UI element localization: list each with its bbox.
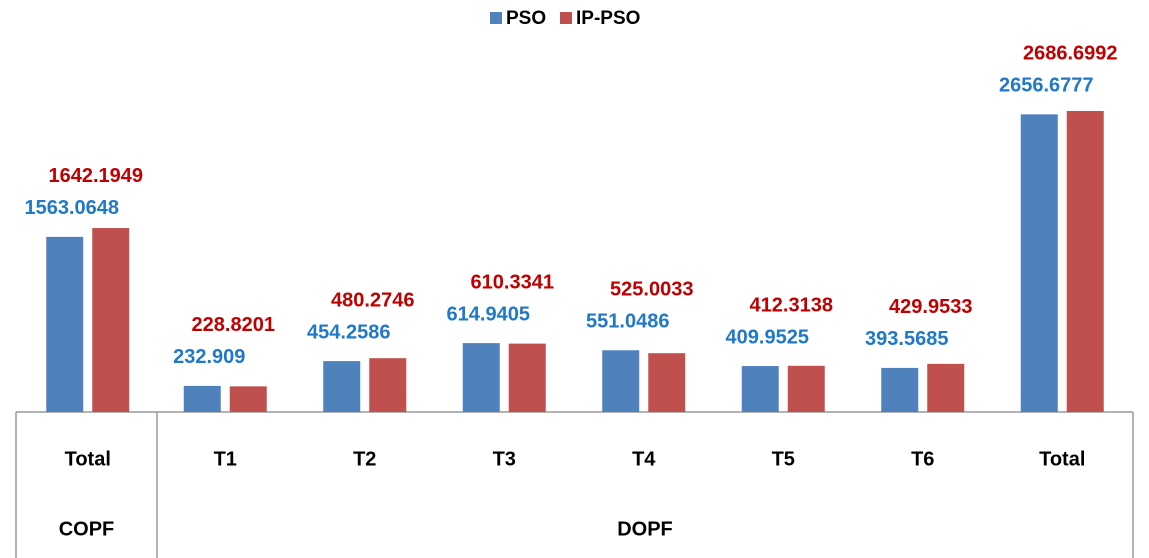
value-label: 412.3138 bbox=[750, 294, 833, 316]
value-label: 480.2746 bbox=[331, 289, 414, 311]
bar bbox=[648, 353, 686, 412]
value-label: 409.9525 bbox=[726, 326, 809, 348]
bar bbox=[462, 343, 500, 412]
bar bbox=[602, 350, 640, 412]
table-frame bbox=[15, 411, 1134, 558]
value-label: 525.0033 bbox=[610, 279, 693, 301]
bar bbox=[92, 228, 130, 412]
group-label: COPF bbox=[59, 518, 115, 540]
bar bbox=[1020, 114, 1058, 413]
bar bbox=[881, 367, 919, 412]
value-label: 610.3341 bbox=[471, 271, 554, 293]
value-label: 614.9405 bbox=[447, 303, 530, 325]
x-tick-label: T4 bbox=[632, 448, 656, 470]
bar bbox=[183, 385, 221, 412]
bar bbox=[741, 366, 779, 412]
value-label: 232.909 bbox=[173, 346, 245, 368]
x-tick-label: T2 bbox=[353, 448, 376, 470]
bar bbox=[46, 236, 84, 412]
bar bbox=[508, 343, 546, 412]
value-label: 551.0486 bbox=[586, 311, 669, 333]
value-label: 2686.6992 bbox=[1023, 43, 1118, 65]
legend-label: IP-PSO bbox=[576, 8, 640, 29]
value-label: 393.5685 bbox=[865, 328, 948, 350]
x-tick-label: T3 bbox=[493, 448, 516, 470]
bar bbox=[323, 361, 361, 412]
x-tick-label: T5 bbox=[772, 448, 795, 470]
bar bbox=[369, 358, 407, 412]
x-tick-label: T1 bbox=[214, 448, 237, 470]
bar bbox=[927, 363, 965, 412]
x-tick-label: Total bbox=[65, 448, 111, 470]
value-label: 2656.6777 bbox=[999, 75, 1094, 97]
value-label: 454.2586 bbox=[307, 321, 390, 343]
legend-label: PSO bbox=[506, 8, 546, 29]
legend-swatch bbox=[490, 12, 502, 24]
value-label: 1642.1949 bbox=[48, 165, 143, 187]
bar bbox=[787, 365, 825, 412]
legend-swatch bbox=[560, 12, 572, 24]
x-tick-label: T6 bbox=[911, 448, 934, 470]
value-label: 228.8201 bbox=[192, 314, 275, 336]
value-label: 1563.0648 bbox=[24, 197, 119, 219]
bar bbox=[1066, 111, 1104, 412]
bar bbox=[229, 386, 267, 412]
value-label: 429.9533 bbox=[889, 296, 972, 318]
group-label: DOPF bbox=[617, 518, 673, 540]
x-tick-label: Total bbox=[1039, 448, 1085, 470]
